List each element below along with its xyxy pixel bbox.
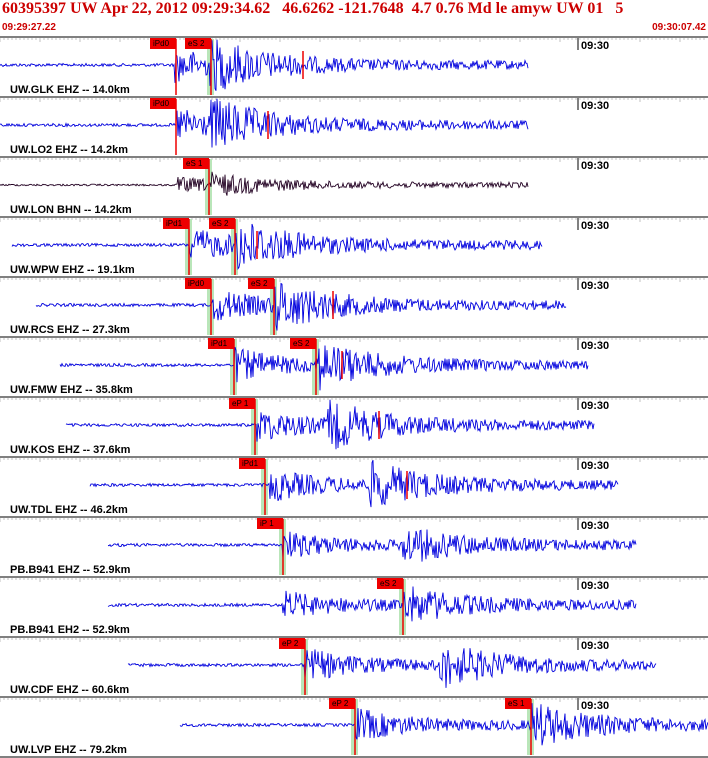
pick-flag [290,338,316,349]
waveform [127,648,657,688]
pick-label: iPd1 [242,459,259,468]
pick-label: eP 2 [332,699,349,708]
waveform [0,171,529,196]
minute-mark-label: 09:30 [581,100,609,112]
station-label: UW.WPW EHZ -- 19.1km [10,264,135,276]
station-label: UW.KOS EHZ -- 37.6km [10,444,131,456]
waveform [0,98,529,148]
trace-row: 09:30 iPd0 UW.LO2 EHZ -- 14.2km [0,98,708,158]
trace-row: 09:30 iPd1 UW.TDL EHZ -- 46.2km [0,458,708,518]
window-end-time: 09:30:07.42 [652,22,706,33]
minute-mark-label: 09:30 [581,40,609,52]
pick-label: eS 2 [380,579,397,588]
waveform [107,529,637,562]
minute-mark-label: 09:30 [581,640,609,652]
station-label: UW.LON BHN -- 14.2km [10,204,132,216]
pick-flag [209,218,235,229]
waveform [11,223,543,271]
pick-flag [183,158,209,169]
minute-mark-label: 09:30 [581,220,609,232]
minute-mark-label: 09:30 [581,340,609,352]
minute-mark-label: 09:30 [581,580,609,592]
window-start-time: 09:29:27.22 [2,22,56,33]
trace-row: 09:30 eP 2 UW.CDF EHZ -- 60.6km [0,638,708,698]
event-title: 60395397 UW Apr 22, 2012 09:29:34.62 46.… [2,0,624,17]
pick-label: iPd1 [166,219,183,228]
station-label: UW.LO2 EHZ -- 14.2km [10,144,128,156]
pick-flag [185,278,211,289]
trace-row: 09:30 iPd1 eS 2 UW.FMW EHZ -- 35.8km [0,338,708,398]
station-label: UW.TDL EHZ -- 46.2km [10,504,128,516]
pick-flag [229,398,255,409]
station-label: UW.CDF EHZ -- 60.6km [10,684,129,696]
waveform [89,460,619,508]
pick-label: iPd0 [153,39,170,48]
pick-label: eS 2 [212,219,229,228]
pick-flag [248,278,274,289]
trace-row: 09:30 iPd0 eS 2 UW.GLK EHZ -- 14.0km [0,38,708,98]
pick-flag [150,38,176,49]
trace-row: 09:30 eS 2 PB.B941 EH2 -- 52.9km [0,578,708,638]
pick-flag [150,98,176,109]
station-label: UW.FMW EHZ -- 35.8km [10,384,133,396]
station-label: UW.GLK EHZ -- 14.0km [10,84,130,96]
trace-row: 09:30 iP 1 PB.B941 EHZ -- 52.9km [0,518,708,578]
minute-mark-label: 09:30 [581,700,609,712]
station-label: PB.B941 EHZ -- 52.9km [10,564,131,576]
pick-flag [377,578,403,589]
pick-label: iPd0 [153,99,170,108]
pick-label: eS 2 [293,339,310,348]
pick-flag [239,458,265,469]
pick-flag [208,338,234,349]
pick-flag [185,38,211,49]
trace-row: 09:30 iPd0 eS 2 UW.RCS EHZ -- 27.3km [0,278,708,338]
trace-row: 09:30 eP 2 eS 1 UW.LVP EHZ -- 79.2km [0,698,708,758]
waveform [65,399,595,450]
pick-label: iPd1 [211,339,228,348]
station-label: PB.B941 EH2 -- 52.9km [10,624,130,636]
pick-label: eS 2 [251,279,268,288]
minute-mark-label: 09:30 [581,460,609,472]
pick-flag [279,638,305,649]
minute-mark-label: 09:30 [581,520,609,532]
minute-mark-label: 09:30 [581,400,609,412]
waveform [0,39,529,91]
trace-row: 09:30 eP 1 UW.KOS EHZ -- 37.6km [0,398,708,458]
pick-flag [329,698,355,709]
pick-label: eP 2 [282,639,299,648]
pick-label: eS 2 [188,39,205,48]
pick-label: eP 1 [232,399,249,408]
waveform [35,282,567,331]
pick-flag [257,518,283,529]
waveform [107,586,637,622]
waveform [179,703,708,746]
pick-flag [505,698,531,709]
pick-label: iPd0 [188,279,205,288]
station-label: UW.RCS EHZ -- 27.3km [10,324,130,336]
trace-row: 09:30 eS 1 UW.LON BHN -- 14.2km [0,158,708,218]
waveform [59,345,589,391]
pick-flag [163,218,189,229]
trace-row: 09:30 iPd1 eS 2 UW.WPW EHZ -- 19.1km [0,218,708,278]
pick-label: iP 1 [260,519,274,528]
pick-label: eS 1 [508,699,525,708]
station-label: UW.LVP EHZ -- 79.2km [10,744,127,756]
minute-mark-label: 09:30 [581,280,609,292]
minute-mark-label: 09:30 [581,160,609,172]
pick-label: eS 1 [186,159,203,168]
